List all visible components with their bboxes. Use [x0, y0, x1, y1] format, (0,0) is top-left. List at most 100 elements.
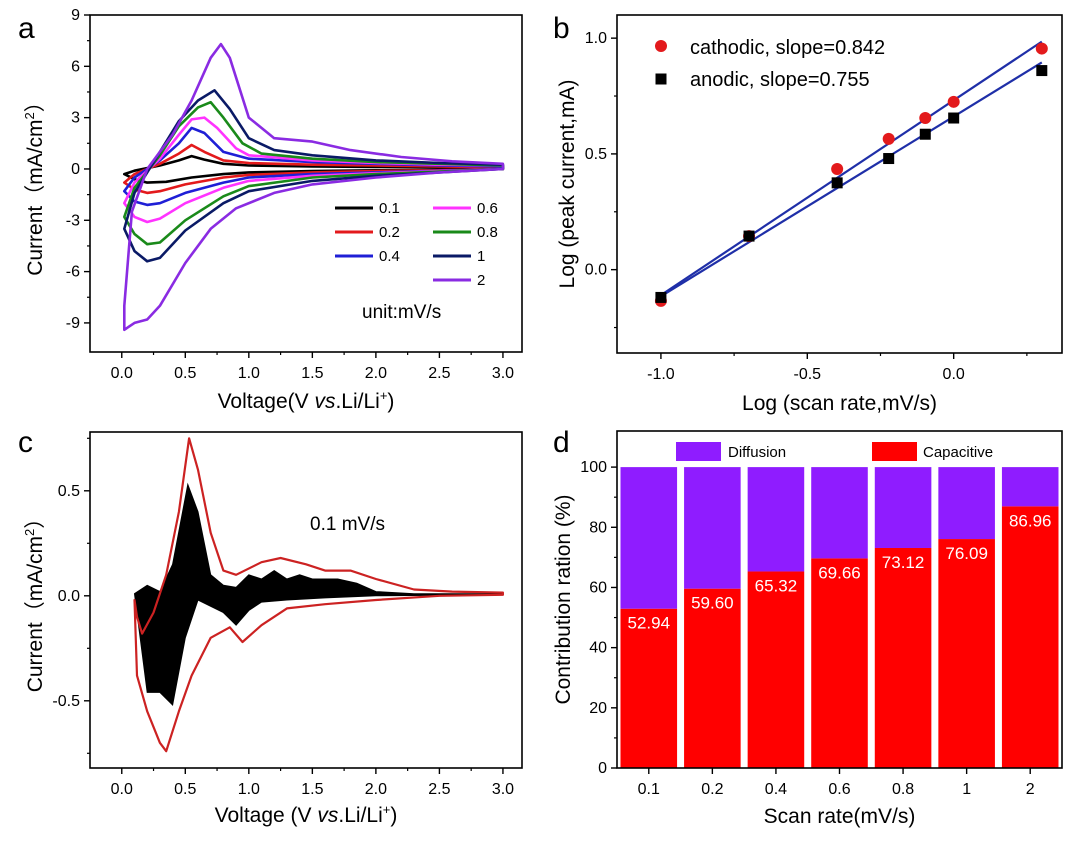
bar-capacitive	[747, 571, 805, 768]
legend-swatch-capacitive	[872, 442, 917, 461]
cv-curve-0.2	[123, 143, 505, 195]
legend-marker-cathodic	[655, 40, 667, 52]
cathodic-point	[947, 95, 960, 108]
y-axis-label-a: Current（mA/cm2）	[22, 91, 47, 276]
axis-label-part: .Li/Li	[338, 804, 382, 827]
bar-capacitive	[684, 588, 741, 768]
x-tick-label: 2.5	[428, 365, 450, 382]
y-tick-label: 0	[598, 760, 607, 777]
y-tick-label: -6	[66, 264, 80, 281]
x-tick-label: 0.2	[701, 781, 723, 798]
bar-capacitive	[1001, 506, 1059, 768]
axis-label-part: Current（mA/cm	[24, 536, 47, 692]
x-tick-label: 0.1	[638, 781, 660, 798]
anodic-point	[655, 291, 667, 303]
plot-frame-d	[616, 430, 1063, 769]
y-axis-label-b: Log (peak current,mA)	[556, 80, 579, 289]
chart-a: 0.0 0.5 1.0 1.5 2.0 2.5 3.0 -9 -6 -3 0 3 6 9 Voltage(V…	[22, 7, 523, 413]
y-tick-label: 6	[71, 58, 80, 75]
x-tick-label: 0.8	[892, 781, 914, 798]
x-tick-label: 0.6	[828, 781, 850, 798]
axis-label-part: vs	[317, 804, 339, 827]
bar-diffusion	[811, 467, 868, 559]
panel-label-b: b	[553, 12, 570, 45]
anodic-point	[883, 153, 895, 165]
y-tick-label: 20	[589, 700, 607, 717]
cv-curve-1	[123, 89, 505, 263]
legend-label: Diffusion	[728, 444, 786, 461]
y-axis-label-d: Contribution ration (%)	[552, 494, 575, 704]
axis-label-part: ）	[24, 91, 47, 112]
axis-label-part: 2	[22, 529, 37, 536]
axis-label-part: )	[387, 390, 394, 413]
x-tick-label: -0.5	[794, 366, 822, 383]
y-tick-label: 80	[589, 519, 607, 536]
y-tick-label: -3	[66, 212, 80, 229]
bar-diffusion	[620, 467, 678, 609]
cathodic-point	[919, 112, 932, 125]
legend-label: anodic, slope=0.755	[690, 69, 870, 91]
bar-value-label: 73.12	[882, 553, 925, 572]
axis-label-part: Current（mA/cm	[24, 119, 47, 275]
axis-label-part: .Li/Li	[335, 390, 379, 413]
axis-label-part: +	[380, 388, 388, 403]
legend-label: 2	[477, 272, 485, 289]
y-tick-label: -9	[66, 315, 80, 332]
axis-label-part: vs	[314, 390, 336, 413]
legend-swatch-diffusion	[676, 442, 721, 461]
legend-label: 1	[477, 248, 485, 265]
capacitive-area	[133, 482, 504, 707]
annotation-scan-rate: 0.1 mV/s	[310, 514, 385, 535]
axis-label-part: )	[390, 804, 397, 827]
cathodic-point	[882, 132, 895, 145]
x-tick-label: 1.0	[238, 365, 260, 382]
x-tick-label: 1	[962, 781, 971, 798]
bar-capacitive	[811, 558, 868, 768]
anodic-point	[831, 177, 843, 189]
anodic-point	[948, 112, 960, 124]
y-tick-label: 0.5	[58, 483, 80, 500]
x-tick-label: 1.5	[301, 365, 323, 382]
bar-diffusion	[938, 467, 995, 540]
y-axis-label-c: Current（mA/cm2）	[22, 508, 47, 693]
y-tick-label: -0.5	[52, 693, 80, 710]
bar-capacitive	[620, 608, 678, 768]
panel-label-d: d	[553, 426, 570, 459]
y-tick-label: 9	[71, 7, 80, 24]
fit-line-circle	[660, 40, 1043, 297]
x-tick-label: 0.0	[111, 365, 133, 382]
anodic-point	[1036, 65, 1048, 77]
legend-label: Capacitive	[923, 444, 993, 461]
bar-value-label: 69.66	[818, 563, 861, 582]
x-tick-label: 1.5	[301, 781, 323, 798]
y-tick-label: 1.0	[585, 30, 607, 47]
legend-label: 0.4	[379, 248, 400, 265]
x-axis-label-a: Voltage(V vs.Li/Li+)	[218, 388, 395, 413]
axis-label-part: ）	[24, 508, 47, 529]
legend-label: 0.8	[477, 224, 498, 241]
bar-value-label: 86.96	[1009, 511, 1052, 530]
y-tick-label: 100	[580, 459, 607, 476]
y-tick-label: 0.0	[585, 262, 607, 279]
anodic-point	[919, 128, 931, 140]
chart-b: -1.0 -0.5 0.0 0.0 0.5 1.0 Log (scan rate,mV/s)…	[556, 14, 1063, 415]
plot-frame-b	[616, 14, 1063, 354]
bar-capacitive	[874, 547, 932, 768]
chart-d: 52.94 0.1 59.60 0.2 65.32 0.4 69.66 0.6 73.12 0.8…	[552, 430, 1063, 828]
plot-frame-c	[89, 431, 523, 769]
panel-label-a: a	[18, 12, 35, 45]
y-tick-label: 0.0	[58, 588, 80, 605]
x-tick-label: 1.0	[238, 781, 260, 798]
x-axis-label-d: Scan rate(mV/s)	[764, 805, 916, 828]
axis-label-part: Voltage (V	[215, 804, 318, 827]
x-tick-label: 2	[1026, 781, 1035, 798]
cathodic-point	[1035, 42, 1048, 55]
bar-diffusion	[1001, 467, 1059, 507]
x-tick-label: 2.5	[428, 781, 450, 798]
legend-label: cathodic, slope=0.842	[690, 37, 885, 59]
annotation-unit: unit:mV/s	[362, 302, 441, 323]
cathodic-point	[831, 162, 844, 175]
plot-frame-a	[89, 14, 523, 353]
axis-label-part: 2	[22, 112, 37, 119]
x-tick-label: 0.5	[174, 781, 196, 798]
